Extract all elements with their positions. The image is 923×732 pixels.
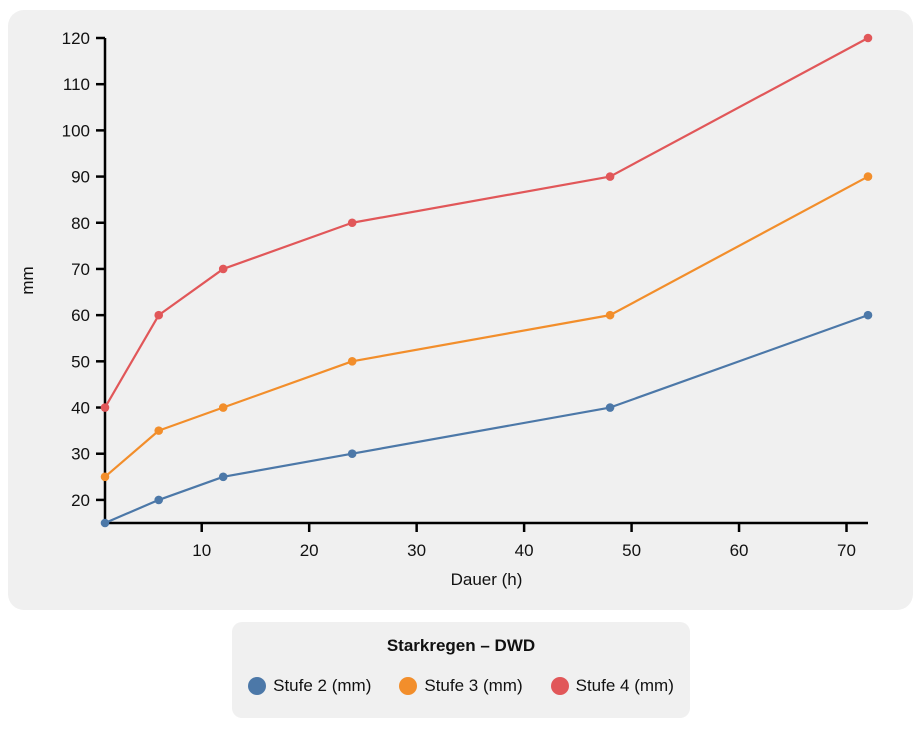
data-point-marker [218, 472, 228, 482]
x-tick-label: 10 [192, 541, 211, 560]
legend-item-stufe-4-mm-: Stufe 4 (mm) [550, 676, 674, 696]
legend-swatch-icon [550, 677, 569, 695]
y-tick-label: 20 [71, 491, 90, 510]
chart-legend-card: Starkregen – DWD Stufe 2 (mm) Stufe 3 (mm… [232, 622, 690, 718]
data-point-marker [605, 310, 615, 320]
x-tick-label: 30 [407, 541, 426, 560]
data-point-marker [154, 310, 164, 320]
legend-swatch-icon [399, 677, 418, 695]
data-point-marker [100, 518, 110, 528]
legend-swatch-icon [248, 677, 267, 695]
data-point-marker [347, 449, 357, 459]
x-tick-label: 20 [300, 541, 319, 560]
y-axis-title: mm [18, 266, 37, 294]
x-tick-label: 40 [515, 541, 534, 560]
data-point-marker [218, 264, 228, 274]
data-point-marker [100, 472, 110, 482]
x-tick-label: 70 [837, 541, 856, 560]
data-point-marker [154, 426, 164, 435]
data-point-marker [347, 218, 357, 228]
y-tick-label: 30 [71, 445, 90, 464]
series-line-stufe-3-mm- [104, 175, 869, 478]
data-point-marker [218, 403, 228, 412]
series-line-stufe-4-mm- [104, 37, 869, 409]
data-point-marker [605, 172, 615, 181]
y-tick-label: 100 [62, 121, 90, 140]
data-point-marker [605, 403, 615, 412]
data-point-marker [863, 33, 873, 43]
legend-items: Stufe 2 (mm) Stufe 3 (mm) Stufe 4 (mm) [232, 676, 690, 696]
legend-label: Stufe 2 (mm) [273, 676, 372, 695]
y-tick-label: 90 [71, 168, 90, 187]
y-tick-label: 110 [63, 75, 90, 94]
legend-item-stufe-2-mm-: Stufe 2 (mm) [248, 676, 371, 696]
series-line-stufe-2-mm- [104, 314, 869, 525]
y-tick-label: 120 [62, 29, 90, 48]
data-point-marker [863, 172, 873, 181]
x-tick-label: 60 [730, 541, 749, 560]
data-point-marker [347, 357, 357, 366]
legend-label: Stufe 4 (mm) [575, 676, 674, 695]
y-tick-label: 60 [71, 306, 90, 325]
x-tick-label: 50 [622, 541, 641, 560]
chart-card: 20 30 40 50 60 70 80 90 100 110 120 10 20 30 40 50 60 70 D… [8, 10, 913, 610]
data-point-marker [100, 403, 110, 412]
y-tick-label: 50 [71, 352, 90, 371]
x-axis-title: Dauer (h) [451, 570, 523, 589]
y-tick-label: 70 [71, 260, 90, 279]
y-tick-label: 80 [71, 214, 90, 233]
legend-label: Stufe 3 (mm) [424, 676, 523, 695]
data-point-marker [154, 495, 164, 505]
legend-item-stufe-3-mm-: Stufe 3 (mm) [399, 676, 523, 696]
line-chart: 20 30 40 50 60 70 80 90 100 110 120 10 20 30 40 50 60 70 D… [18, 29, 873, 589]
chart-title: Starkregen – DWD [386, 636, 536, 655]
y-tick-label: 40 [71, 399, 90, 418]
data-point-marker [863, 310, 873, 320]
